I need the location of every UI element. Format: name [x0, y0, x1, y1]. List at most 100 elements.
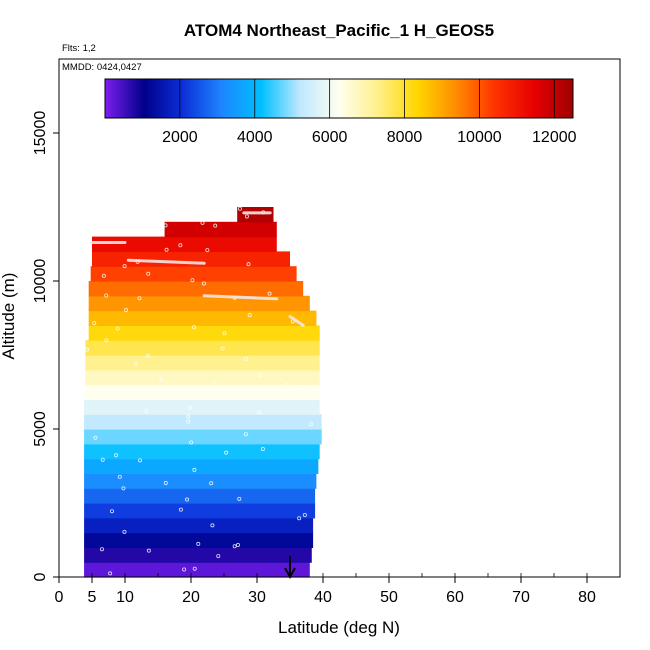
y-tick-label: 10000 [32, 259, 49, 304]
sample-point [284, 383, 289, 388]
colorbar-ramp [104, 78, 574, 119]
sample-point [123, 308, 128, 313]
sample-point [164, 247, 169, 252]
curtain-layer-band [84, 532, 314, 548]
colorbar-tick-label: 2000 [162, 129, 198, 146]
curtain-layer-band [88, 310, 317, 326]
y-axis-label: Altitude (m) [0, 273, 18, 360]
sample-point [93, 435, 98, 440]
y-tick-label: 5000 [32, 411, 49, 447]
sample-point [186, 419, 191, 424]
sample-point [186, 414, 191, 419]
flight-track-layer [90, 211, 305, 327]
sample-point [146, 271, 151, 276]
x-tick-label: 70 [512, 589, 530, 606]
sample-point [122, 264, 127, 269]
sample-point [232, 544, 237, 549]
curtain-layer-band [84, 429, 322, 445]
x-tick-label: 60 [446, 589, 464, 606]
sample-point [101, 273, 106, 278]
sample-point [213, 223, 218, 228]
sample-point [188, 405, 193, 410]
sample-point [121, 486, 126, 491]
sample-point [117, 474, 122, 479]
sample-point [145, 353, 150, 358]
sample-point [163, 223, 168, 228]
plot-frame [58, 58, 621, 578]
curtain-layer-band [85, 369, 320, 386]
sample-point [159, 377, 164, 382]
curtain-layer-band [164, 221, 277, 238]
sample-point [235, 543, 240, 548]
sample-point [185, 497, 190, 502]
sample-point [85, 347, 90, 352]
x-tick-label: 80 [578, 589, 596, 606]
curtain-layer-band [88, 325, 320, 341]
curtain-layer-band [84, 458, 319, 474]
x-tick-label: 40 [314, 589, 332, 606]
dates-note: MMDD: 0424,0427 [62, 62, 142, 73]
sample-point [244, 356, 249, 361]
sample-point [108, 571, 113, 576]
curtain-layer-band [84, 562, 310, 578]
sample-point [137, 458, 142, 463]
curtain-layer [84, 206, 322, 578]
colorbar-tick-label: 6000 [312, 129, 348, 146]
sample-point [122, 529, 127, 534]
y-tick-label: 15000 [32, 111, 49, 156]
sample-point [209, 481, 214, 486]
sample-point [133, 361, 138, 366]
sample-point [144, 408, 149, 413]
flight-track-segment [126, 258, 206, 265]
curtain-layer-band [84, 503, 316, 519]
x-tick-label: 5 [88, 589, 97, 606]
colorbar-tick-label: 4000 [237, 129, 273, 146]
curtain-layer-band [88, 281, 304, 297]
sample-point [224, 450, 229, 455]
sample-point [237, 496, 242, 501]
sample-point [246, 262, 251, 267]
sample-point [267, 291, 272, 296]
sample-point [205, 248, 210, 253]
sample-point [163, 481, 168, 486]
sample-point [189, 440, 194, 445]
sample-point [104, 338, 109, 343]
curtain-layer-band [84, 399, 320, 415]
x-tick-label: 50 [380, 589, 398, 606]
x-tick-label: 10 [116, 589, 134, 606]
colorbar-tick-label: 10000 [457, 129, 502, 146]
sample-point [258, 373, 263, 378]
sample-point [210, 523, 215, 528]
sample-point [297, 516, 302, 521]
x-tick-label: 30 [248, 589, 266, 606]
curtain-layer-band [85, 355, 320, 371]
chart-title: ATOM4 Northeast_Pacific_1 H_GEOS5 [184, 21, 494, 40]
sample-point [182, 567, 187, 572]
sample-point [244, 214, 249, 219]
flights-note: Flts: 1,2 [62, 43, 96, 54]
sample-point [178, 243, 183, 248]
curtain-layer-band [237, 207, 274, 223]
sample-point [222, 331, 227, 336]
sample-point [137, 296, 142, 301]
sample-point [192, 325, 197, 330]
sample-point [104, 293, 109, 298]
curtain-layer-band [92, 251, 290, 267]
curtain-layer-band [84, 473, 317, 489]
sample-point [243, 432, 248, 437]
y-axis: 0 5000 10000 15000 [32, 111, 59, 581]
sample-point [100, 457, 105, 462]
sample-point [200, 220, 205, 225]
curtain-layer-band [84, 547, 312, 563]
sample-point [238, 206, 243, 211]
sample-point [213, 382, 218, 387]
sample-point [257, 410, 262, 415]
sample-point [192, 467, 197, 472]
sample-point [109, 509, 114, 514]
sample-point [114, 453, 119, 458]
colorbar-tick-label: 12000 [532, 129, 577, 146]
flight-track-segment [202, 294, 279, 301]
x-tick-label: 0 [55, 589, 64, 606]
sample-point [260, 446, 265, 451]
sample-point [99, 547, 104, 552]
